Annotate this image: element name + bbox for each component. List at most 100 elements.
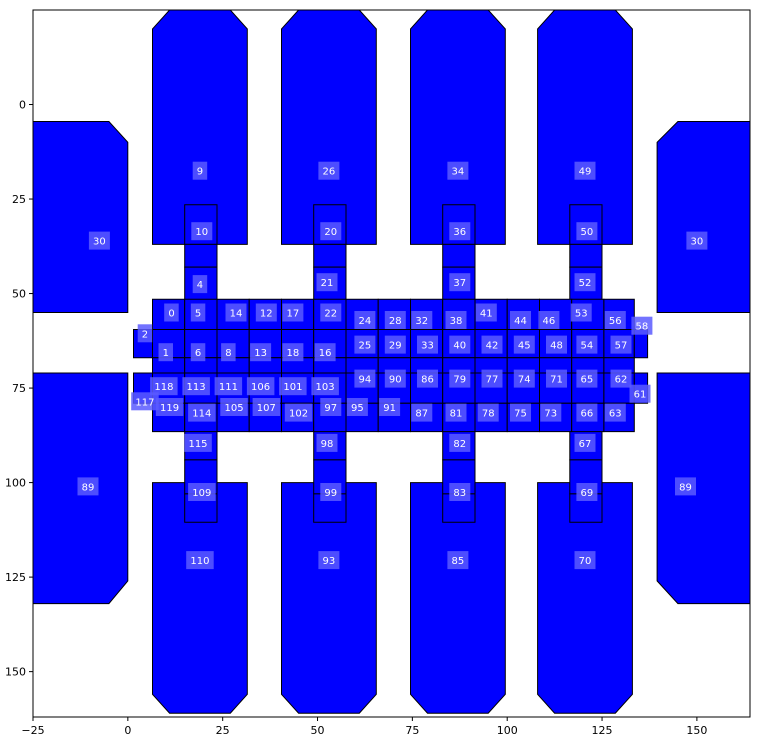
region-label-40: 40 (449, 335, 471, 354)
x-tick-label: −25 (21, 724, 44, 737)
region-label-75: 73 (540, 403, 562, 422)
region-label-79: 98 (316, 433, 338, 452)
region-label-74: 75 (510, 403, 531, 422)
region-label-text: 118 (154, 382, 173, 393)
region-label-text: 36 (453, 227, 466, 238)
region-label-bg (411, 403, 433, 422)
region-label-text: 77 (486, 375, 499, 386)
region-label-48: 86 (417, 369, 438, 388)
region-label-text: 103 (316, 382, 335, 393)
region-label-bg (354, 369, 376, 388)
region-label-81: 67 (574, 433, 596, 452)
region-label-bg (318, 161, 340, 180)
region-label-text: 71 (550, 375, 563, 386)
region-label-bg (225, 303, 247, 322)
region-label-34: 13 (250, 343, 272, 362)
region-label-text: 89 (82, 482, 95, 493)
x-tick-label: 0 (124, 724, 131, 737)
region-label-20: 24 (354, 311, 376, 329)
gate-pad-bottom-3 (537, 482, 633, 714)
x-tick-label: 150 (686, 724, 707, 737)
region-label-text: 119 (160, 403, 179, 414)
region-label-bg (150, 377, 178, 396)
region-label-bg (576, 483, 598, 501)
region-label-bg (284, 403, 313, 422)
region-label-bg (131, 392, 159, 411)
gate-pad-bottom-2 (410, 482, 506, 714)
region-label-71: 87 (411, 403, 433, 422)
region-label-18: 17 (282, 303, 304, 322)
region-label-68: 97 (320, 398, 342, 416)
region-label-text: 37 (453, 278, 466, 289)
region-label-text: 109 (192, 488, 211, 499)
region-label-text: 21 (321, 278, 334, 289)
region-label-91: 70 (574, 551, 596, 570)
region-label-bg (320, 303, 342, 322)
region-label-72: 81 (445, 403, 467, 422)
region-label-76: 66 (576, 403, 598, 422)
region-label-50: 77 (481, 369, 503, 388)
region-label-text: 48 (550, 341, 563, 352)
region-label-bg (447, 161, 469, 180)
region-label-text: 63 (609, 409, 622, 420)
region-label-text: 54 (581, 341, 594, 352)
region-label-bg (192, 161, 208, 180)
region-label-bg (449, 335, 471, 354)
region-label-25: 44 (510, 311, 531, 329)
region-label-23: 38 (445, 311, 467, 329)
region-label-text: 40 (453, 341, 466, 352)
region-label-text: 85 (452, 556, 465, 567)
region-label-15: 5 (190, 303, 206, 322)
region-label-52: 71 (546, 369, 567, 388)
region-label-bg (192, 275, 208, 294)
finger-top-b-2 (442, 243, 476, 268)
region-label-text: 44 (514, 316, 527, 327)
region-label-text: 5 (195, 309, 201, 320)
region-label-bg (546, 369, 567, 388)
region-label-13: 52 (574, 273, 596, 292)
region-label-38: 29 (384, 335, 406, 354)
region-label-bg (604, 311, 626, 329)
region-label-90: 85 (447, 551, 469, 570)
finger-top-b-3 (569, 243, 603, 268)
region-label-86: 83 (449, 483, 471, 501)
region-label-53: 65 (576, 369, 598, 388)
region-label-text: 67 (579, 439, 592, 450)
region-label-24: 41 (475, 303, 497, 322)
region-label-bg (188, 403, 216, 422)
region-label-bg (252, 398, 281, 416)
region-label-26: 46 (538, 311, 560, 329)
region-label-bg (320, 222, 342, 241)
region-label-4: 30 (88, 231, 110, 250)
region-label-bg (576, 335, 598, 354)
region-label-text: 12 (260, 309, 273, 320)
region-label-9: 50 (576, 222, 598, 241)
region-label-bg (311, 377, 339, 396)
region-label-bg (576, 403, 598, 422)
region-label-text: 56 (609, 316, 622, 327)
region-label-bg (513, 369, 535, 388)
region-label-bg (250, 343, 272, 362)
region-label-31: 1 (158, 343, 173, 362)
region-label-bg (214, 377, 243, 396)
region-label-bg (574, 551, 596, 570)
region-label-17: 12 (255, 303, 277, 322)
region-label-text: 30 (691, 237, 704, 248)
region-label-0: 9 (192, 161, 208, 180)
region-label-text: 98 (321, 439, 334, 450)
region-label-bg (191, 222, 213, 241)
region-label-57: 111 (214, 377, 243, 396)
region-label-29: 58 (631, 316, 653, 335)
region-label-text: 73 (544, 409, 557, 420)
region-label-text: 105 (225, 403, 244, 414)
region-label-bg (675, 477, 696, 496)
region-label-19: 22 (320, 303, 342, 322)
region-label-8: 36 (449, 222, 471, 241)
region-label-30: 2 (137, 324, 153, 343)
region-label-bg (546, 335, 567, 354)
region-label-77: 63 (604, 403, 626, 422)
region-label-54: 62 (610, 369, 632, 388)
region-label-text: 26 (323, 167, 336, 178)
region-label-bg (384, 369, 406, 388)
region-label-bg (137, 324, 153, 343)
